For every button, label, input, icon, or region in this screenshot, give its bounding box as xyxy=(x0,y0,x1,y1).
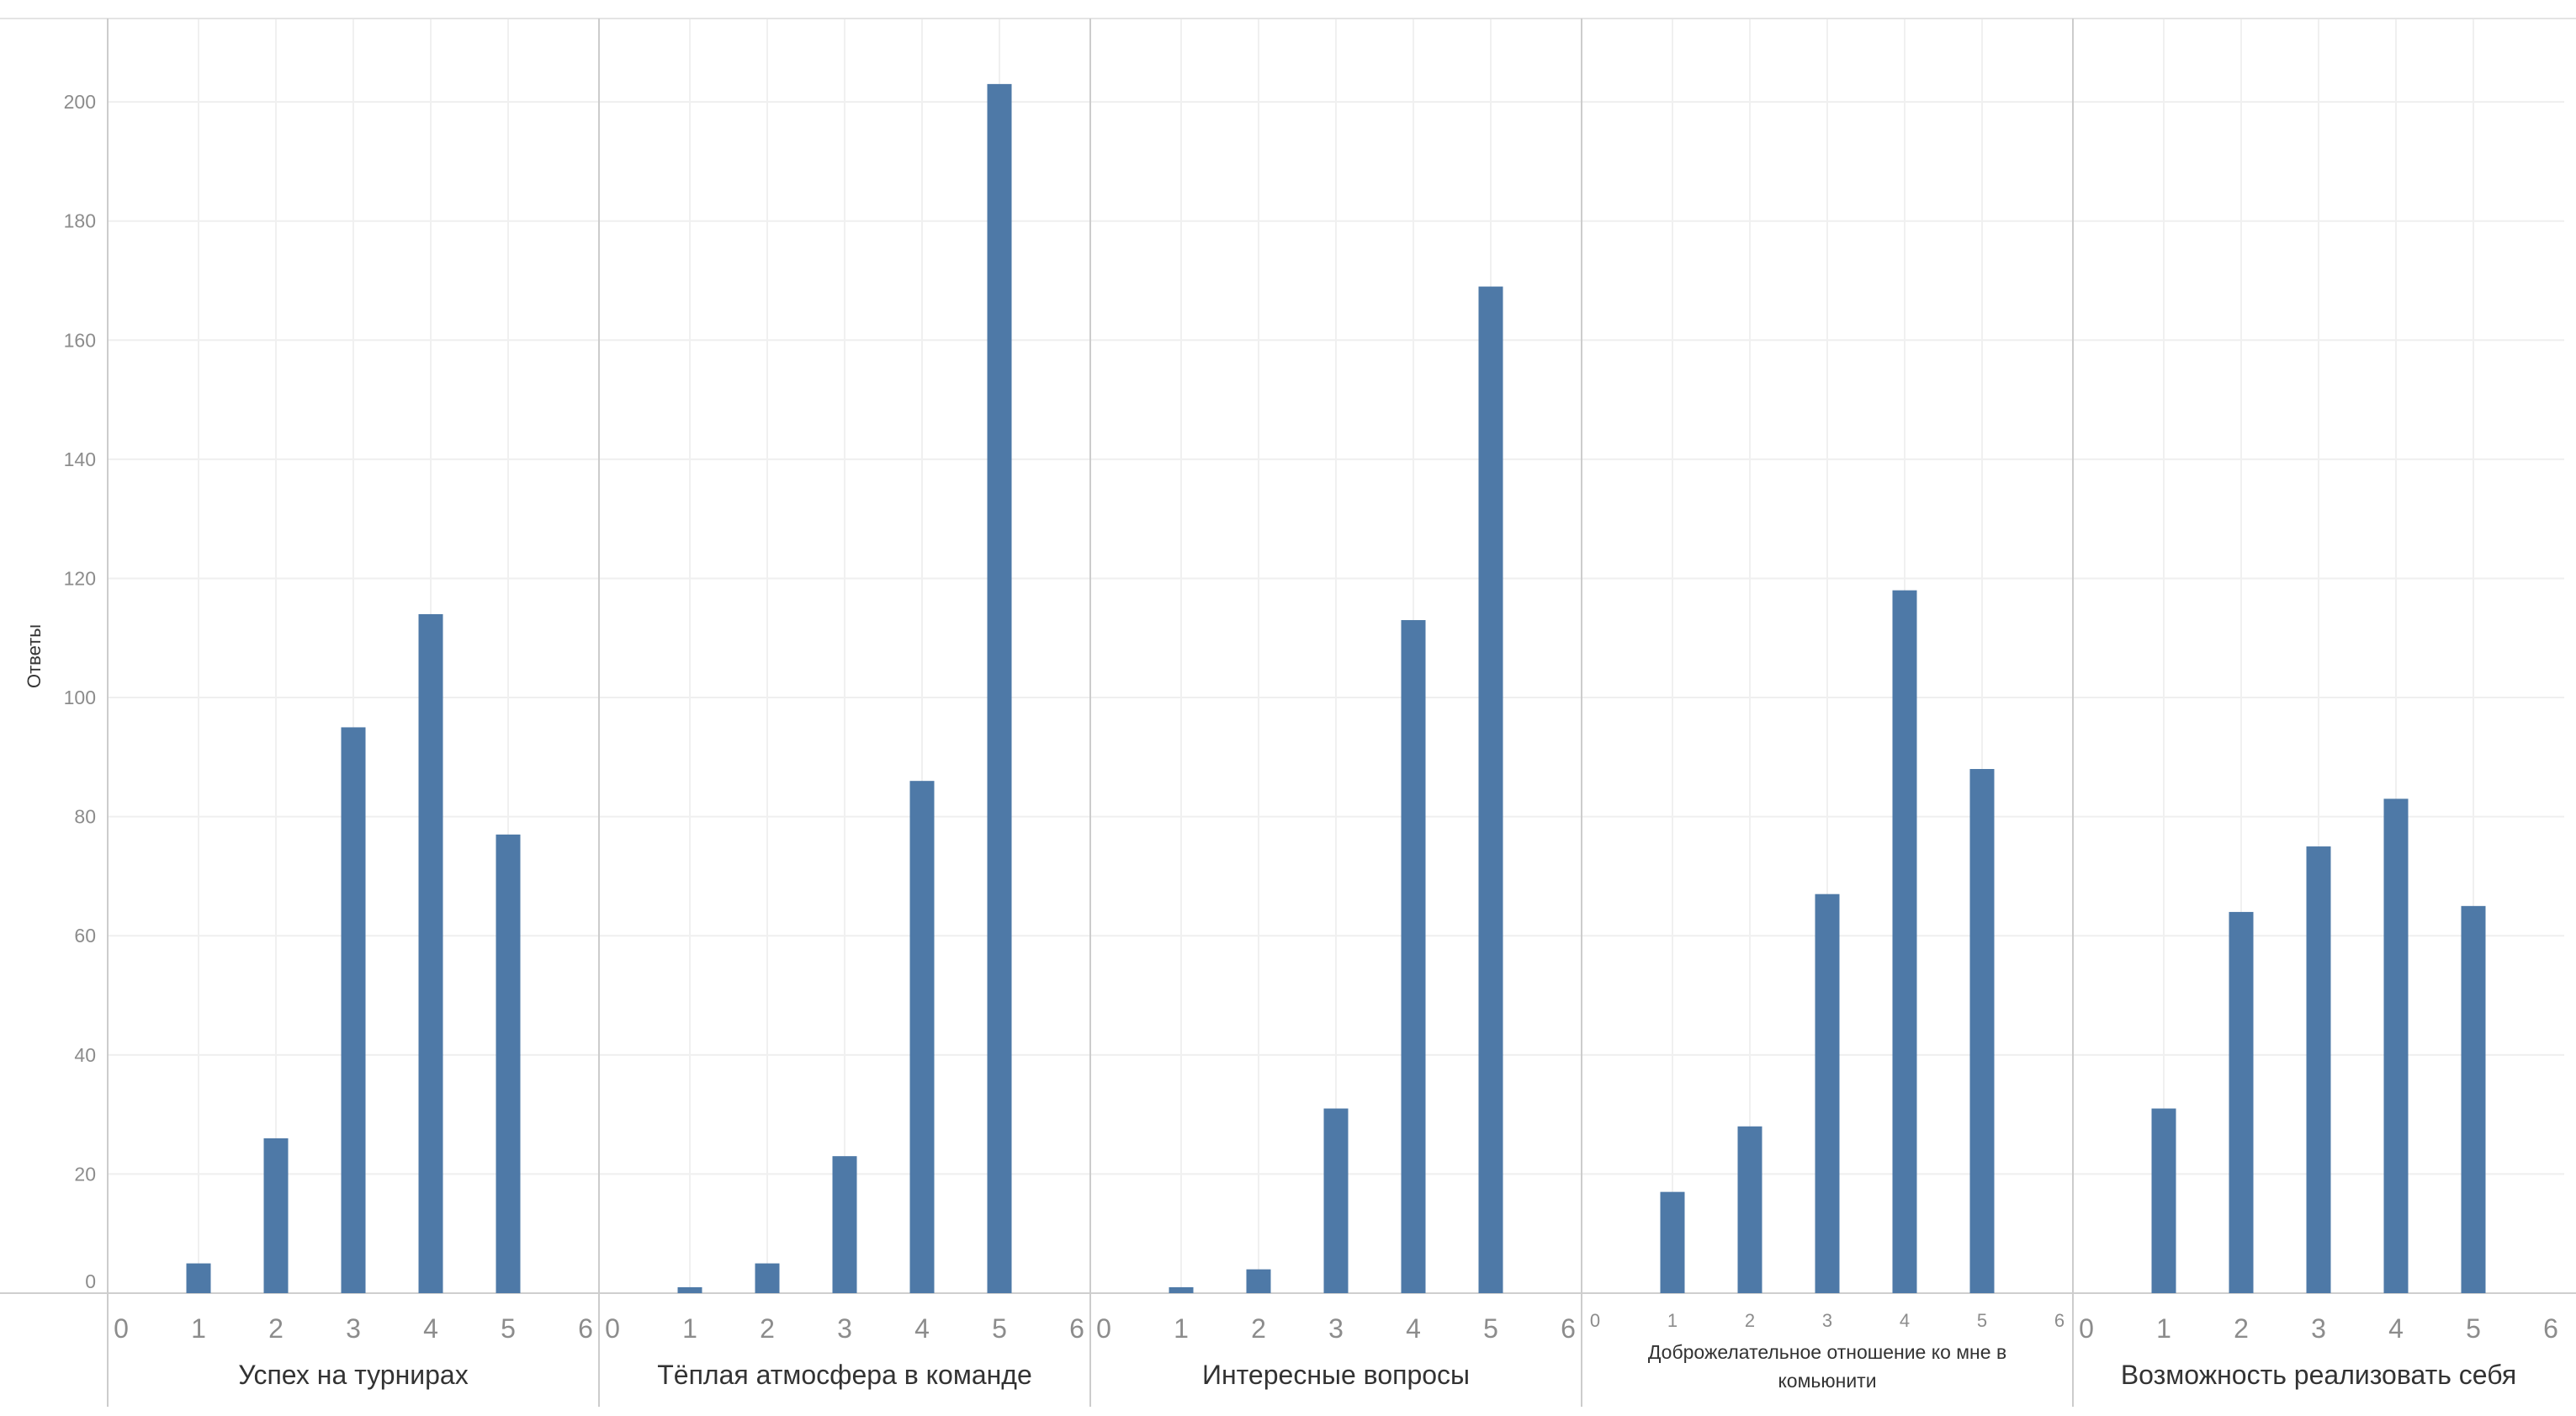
bar xyxy=(909,781,935,1293)
bar xyxy=(1815,894,1840,1293)
x-tick-label: 3 xyxy=(346,1313,361,1344)
y-tick-label: 0 xyxy=(85,1270,96,1292)
x-tick-label: 2 xyxy=(2234,1313,2249,1344)
x-tick-label: 6 xyxy=(2054,1310,2065,1331)
y-tick-label: 100 xyxy=(64,687,96,708)
bar xyxy=(1401,620,1426,1293)
bar xyxy=(2461,905,2486,1293)
panel-label: Тёплая атмосфера в команде xyxy=(657,1360,1032,1390)
frame-layer xyxy=(0,18,2576,1407)
bar xyxy=(1246,1269,1271,1293)
bar xyxy=(418,613,443,1293)
bar xyxy=(341,727,366,1293)
x-tick-label: 0 xyxy=(2079,1313,2094,1344)
x-tick-label: 6 xyxy=(1561,1313,1576,1344)
bar xyxy=(496,834,521,1293)
x-tick-label: 4 xyxy=(914,1313,930,1344)
y-tick-label: 80 xyxy=(74,806,96,828)
x-tick-label: 2 xyxy=(268,1313,284,1344)
x-tick-label: 1 xyxy=(1174,1313,1189,1344)
x-tick-label: 0 xyxy=(1096,1313,1111,1344)
bar xyxy=(832,1156,857,1293)
x-tick-label: 5 xyxy=(1483,1313,1498,1344)
bar-layer xyxy=(186,83,2486,1294)
panel-label: Интересные вопросы xyxy=(1202,1360,1470,1390)
y-tick-label: 120 xyxy=(64,567,96,589)
x-tick-label: 3 xyxy=(837,1313,852,1344)
bar xyxy=(2229,911,2254,1293)
x-tick-label: 2 xyxy=(760,1313,775,1344)
x-tick-label: 6 xyxy=(2543,1313,2558,1344)
y-tick-label: 20 xyxy=(74,1163,96,1185)
bar xyxy=(2383,798,2409,1293)
grid-layer xyxy=(108,19,2564,1293)
bar xyxy=(263,1138,289,1293)
bar xyxy=(2151,1108,2176,1293)
panel-label: Возможность реализовать себя xyxy=(2121,1360,2516,1390)
y-tick-label: 180 xyxy=(64,210,96,232)
y-tick-label: 200 xyxy=(64,91,96,113)
x-tick-label: 6 xyxy=(1069,1313,1084,1344)
y-tick-label: 160 xyxy=(64,329,96,351)
x-tick-label: 3 xyxy=(2311,1313,2326,1344)
x-tick-label: 2 xyxy=(1251,1313,1266,1344)
y-tick-label: 60 xyxy=(74,925,96,947)
x-tick-label: 1 xyxy=(1667,1310,1678,1331)
x-tick-label: 5 xyxy=(1977,1310,1987,1331)
x-tick-label: 1 xyxy=(191,1313,206,1344)
x-tick-label: 3 xyxy=(1822,1310,1832,1331)
x-tick-label: 0 xyxy=(605,1313,620,1344)
bar xyxy=(677,1286,702,1293)
bar xyxy=(1478,286,1503,1294)
x-tick-label: 4 xyxy=(2388,1313,2404,1344)
x-tick-label: 5 xyxy=(501,1313,516,1344)
bar xyxy=(186,1263,211,1293)
panel-label: Успех на турнирах xyxy=(238,1360,468,1390)
y-axis-title: Ответы xyxy=(24,624,45,688)
panel-label-line: комьюнити xyxy=(1778,1370,1876,1392)
x-tick-label: 4 xyxy=(1900,1310,1910,1331)
x-tick-label: 1 xyxy=(682,1313,697,1344)
bar xyxy=(1660,1191,1685,1293)
bar xyxy=(1969,769,1995,1293)
x-tick-label: 1 xyxy=(2156,1313,2171,1344)
y-tick-label: 40 xyxy=(74,1044,96,1066)
bar xyxy=(1737,1126,1762,1293)
x-tick-label: 2 xyxy=(1745,1310,1755,1331)
y-tick-label: 140 xyxy=(64,448,96,470)
bar xyxy=(1323,1108,1349,1293)
bar xyxy=(1169,1286,1194,1293)
bar xyxy=(2306,846,2331,1293)
bar xyxy=(755,1263,780,1293)
x-tick-label: 3 xyxy=(1328,1313,1344,1344)
bar xyxy=(1892,590,1917,1293)
x-tick-label: 5 xyxy=(992,1313,1007,1344)
x-tick-label: 6 xyxy=(578,1313,593,1344)
x-tick-label: 4 xyxy=(423,1313,438,1344)
label-layer: Ответы Успех на турнирах Тёплая атмосфера … xyxy=(24,624,2516,1392)
x-tick-label: 5 xyxy=(2466,1313,2481,1344)
x-tick-label: 4 xyxy=(1406,1313,1421,1344)
x-tick-label: 0 xyxy=(114,1313,129,1344)
bar xyxy=(987,83,1012,1294)
x-tick-label: 0 xyxy=(1590,1310,1600,1331)
panel-label-line: Доброжелательное отношение ко мне в xyxy=(1648,1341,2006,1363)
